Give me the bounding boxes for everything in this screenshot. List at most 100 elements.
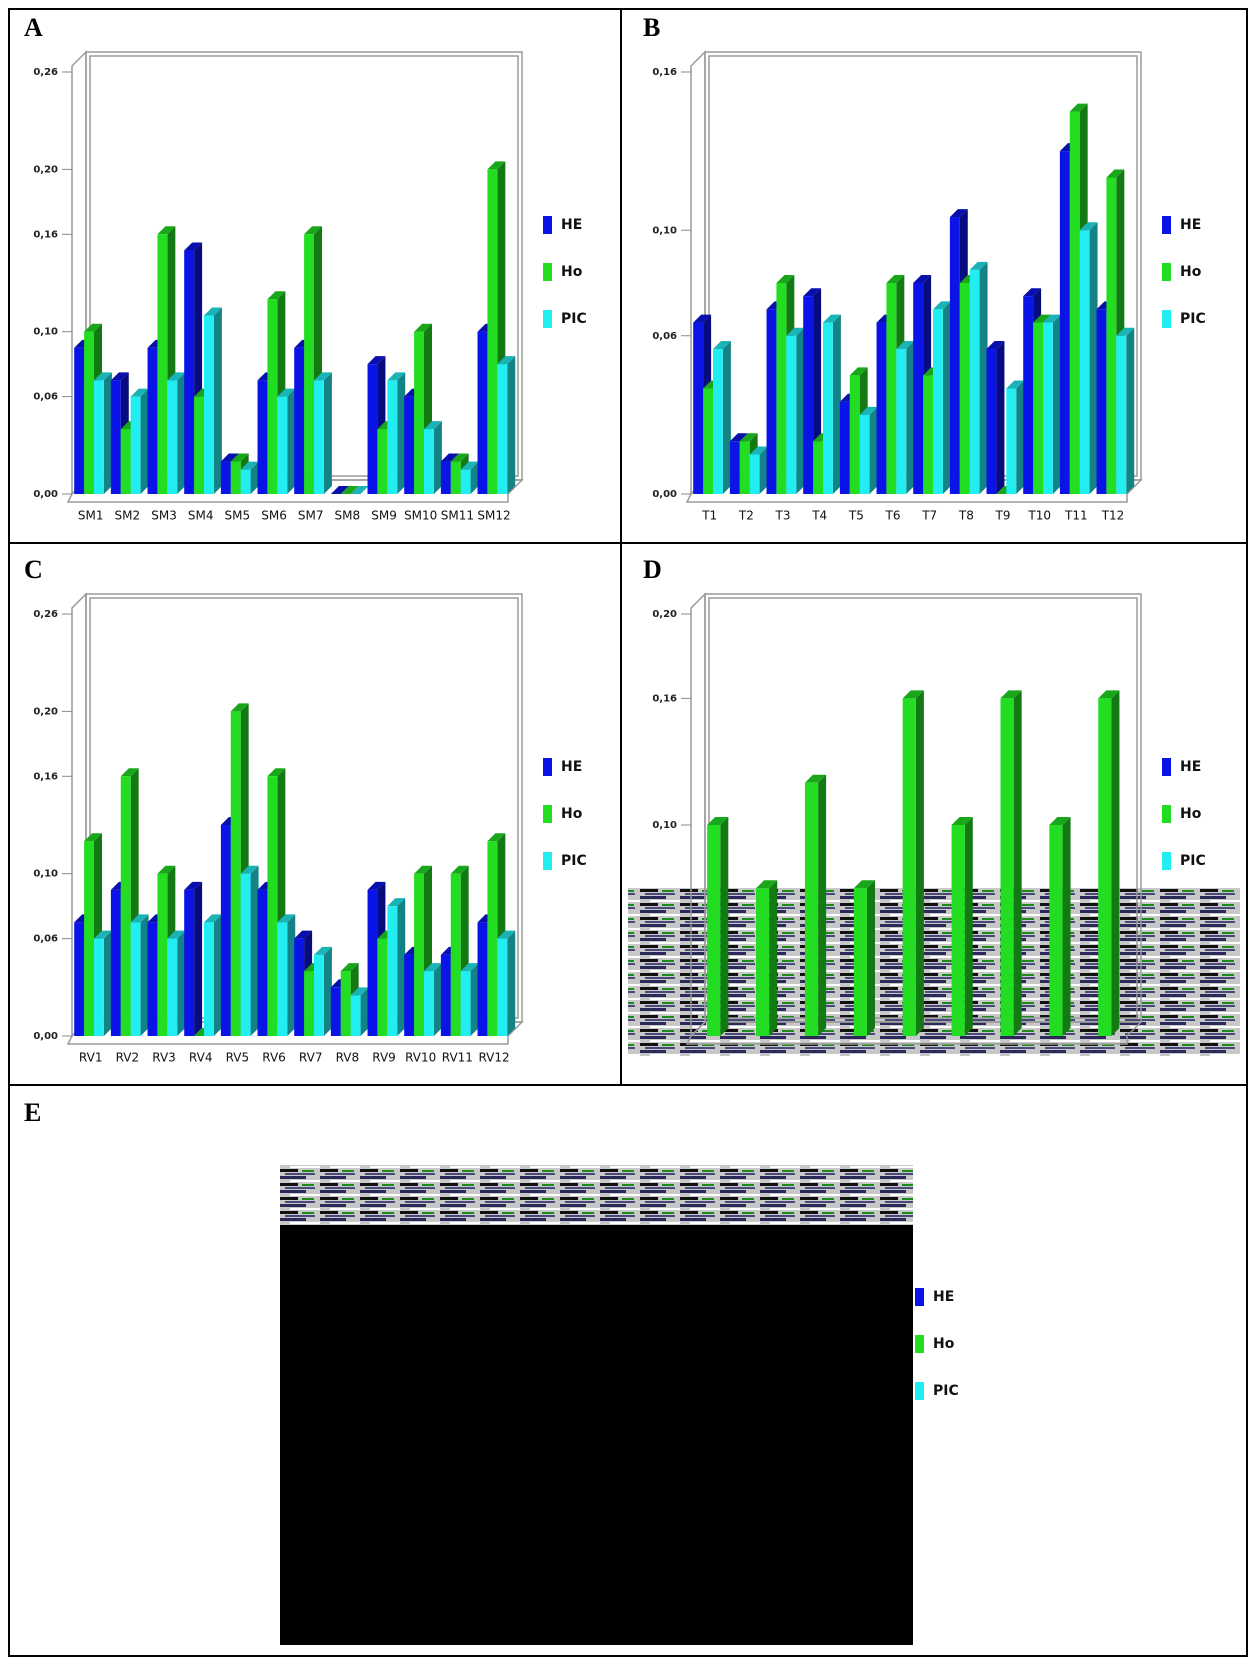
x-tick-label: T4	[811, 509, 827, 523]
bar	[204, 922, 214, 1036]
x-tick-label: T3	[775, 509, 791, 523]
bar-side	[397, 898, 405, 1036]
bar-side	[760, 446, 768, 494]
bar-side	[1126, 328, 1134, 494]
bar	[1116, 336, 1126, 494]
bar	[1106, 178, 1116, 495]
panel-label: D	[643, 555, 662, 584]
bar-side	[397, 372, 405, 494]
legend-swatch	[1162, 263, 1171, 281]
bar	[148, 348, 158, 494]
x-tick-label: RV2	[116, 1051, 140, 1065]
bar-side	[251, 866, 259, 1036]
bar-side	[214, 914, 222, 1036]
bar	[414, 332, 424, 494]
bar-side	[434, 421, 442, 494]
bar	[331, 987, 341, 1036]
bar	[167, 939, 177, 1036]
legend-swatch	[1162, 216, 1171, 234]
bar	[94, 380, 104, 494]
x-tick-label: T8	[958, 509, 974, 523]
bar	[111, 890, 121, 1036]
bar-side	[769, 880, 777, 1036]
x-tick-label: RV11	[442, 1051, 473, 1065]
bar	[1060, 151, 1070, 494]
bar	[121, 776, 131, 1036]
bar	[497, 939, 507, 1036]
bar-side	[434, 963, 442, 1036]
bar	[854, 888, 867, 1036]
bar-side	[870, 407, 878, 494]
bar-side	[1014, 690, 1022, 1036]
bar	[970, 270, 980, 494]
x-tick-label: T9	[995, 509, 1011, 523]
bar-side	[796, 328, 804, 494]
bar-side	[177, 372, 185, 494]
bar	[950, 217, 960, 494]
y-tick-label: 0,16	[33, 229, 58, 240]
y-tick-label: 0,20	[33, 164, 58, 175]
bar	[740, 441, 750, 494]
x-tick-label: SM11	[441, 509, 474, 523]
bar	[713, 349, 723, 494]
bar-side	[287, 389, 295, 494]
bar-side	[141, 389, 149, 494]
bar	[184, 251, 194, 494]
bar-side	[507, 931, 515, 1036]
y-tick-label: 0,10	[652, 225, 677, 236]
y-tick-label: 0,20	[652, 609, 677, 620]
bar	[1033, 323, 1043, 494]
y-tick-label: 0,06	[652, 331, 677, 342]
bar-side	[507, 356, 515, 494]
bar	[693, 323, 703, 494]
y-tick-label: 0,26	[33, 609, 58, 620]
bar	[487, 169, 497, 494]
y-tick-label: 0,10	[33, 869, 58, 880]
bar	[157, 234, 167, 494]
bar	[461, 470, 471, 494]
y-tick-label: 0,06	[33, 934, 58, 945]
bar	[1070, 112, 1080, 494]
legend-swatch	[543, 263, 552, 281]
bar	[387, 906, 397, 1036]
x-tick-label: SM7	[298, 509, 324, 523]
bar	[813, 441, 823, 494]
bar	[850, 375, 860, 494]
bar	[478, 922, 488, 1036]
bar-side	[943, 301, 951, 494]
bar	[840, 402, 850, 494]
x-tick-label: RV3	[152, 1051, 176, 1065]
bar	[776, 283, 786, 494]
bar	[157, 874, 167, 1036]
bar	[1049, 825, 1062, 1036]
x-tick-label: SM5	[225, 509, 251, 523]
bar	[933, 309, 943, 494]
bar	[368, 890, 378, 1036]
bar-side	[104, 931, 112, 1036]
bar	[987, 349, 997, 494]
bar	[886, 283, 896, 494]
y-tick-label: 0,16	[33, 771, 58, 782]
bar	[267, 776, 277, 1036]
x-tick-label: SM8	[335, 509, 361, 523]
legend-swatch	[915, 1288, 924, 1306]
panel-label: C	[24, 555, 43, 584]
bar	[756, 888, 769, 1036]
bar-side	[104, 372, 112, 494]
bar-side	[324, 372, 332, 494]
legend-label: Ho	[1180, 264, 1202, 280]
bar	[111, 380, 121, 494]
bar	[277, 397, 287, 494]
bar	[131, 397, 141, 494]
bar	[730, 441, 740, 494]
y-tick-label: 0,16	[652, 693, 677, 704]
y-tick-label: 0,10	[33, 327, 58, 338]
bar	[74, 348, 84, 494]
x-tick-label: SM1	[78, 509, 104, 523]
bar	[441, 462, 451, 494]
x-tick-label: RV10	[405, 1051, 436, 1065]
bar	[194, 397, 204, 494]
panel-label: A	[24, 13, 43, 42]
bar	[241, 470, 251, 494]
bar	[341, 971, 351, 1036]
